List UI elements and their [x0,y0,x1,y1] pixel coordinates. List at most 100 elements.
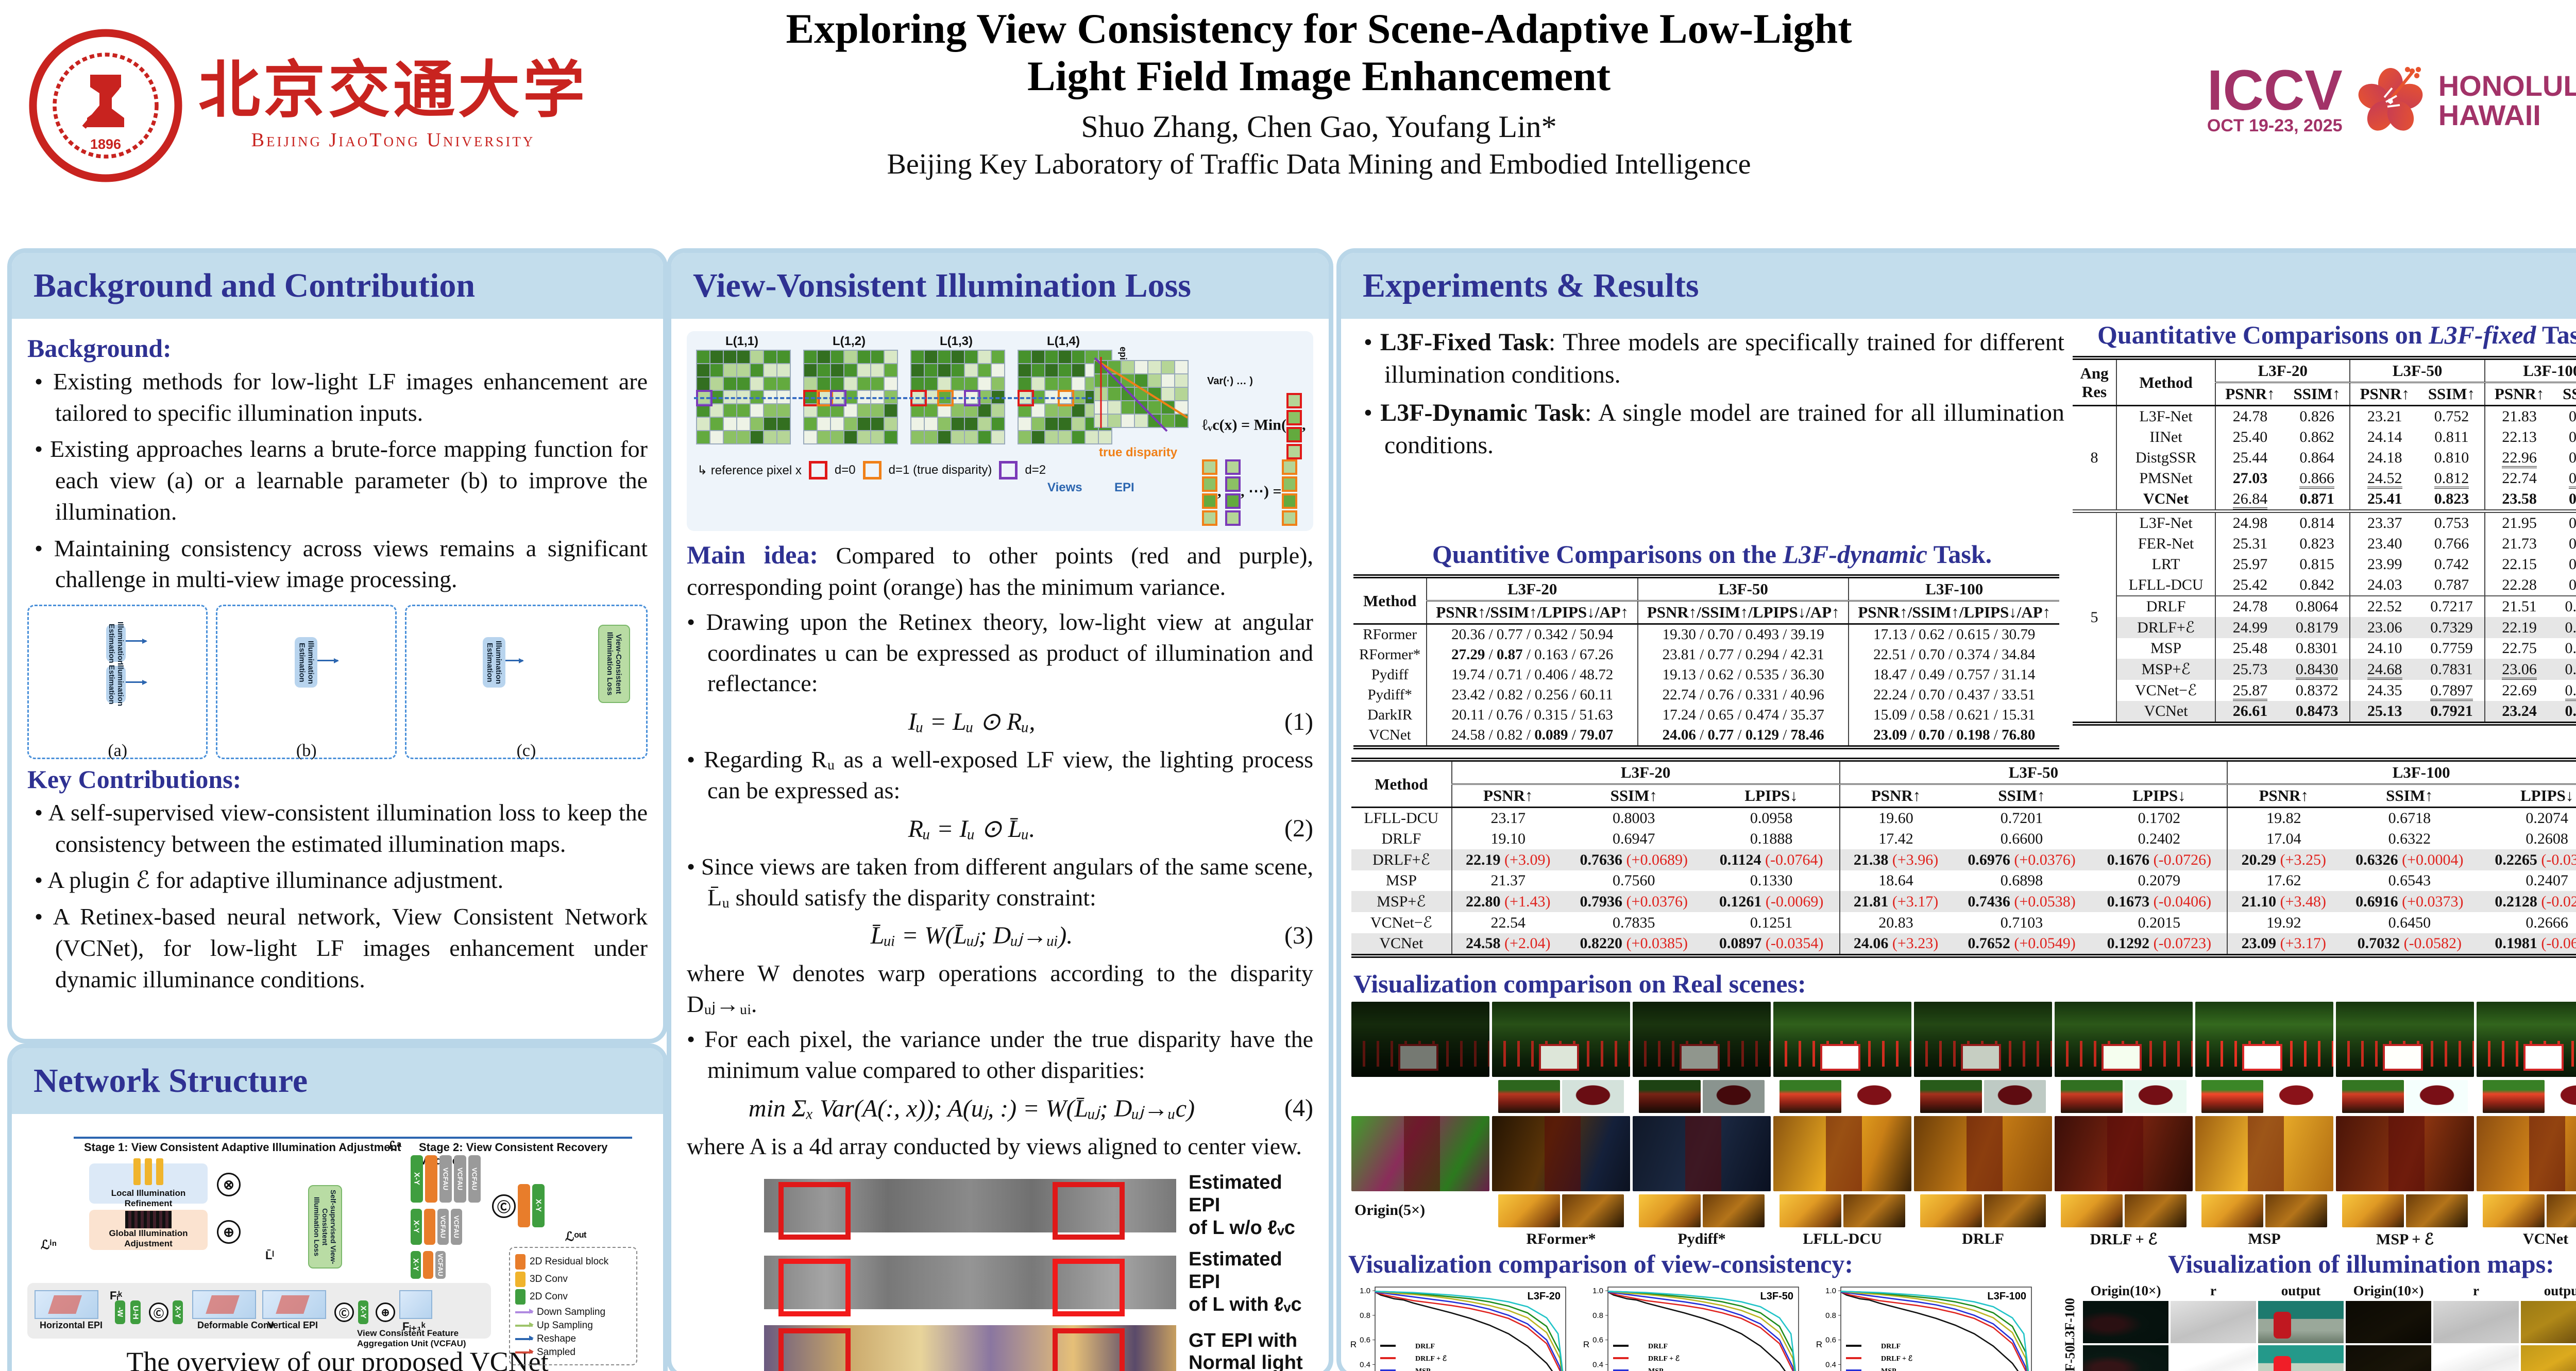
table-cell: 23.37 [2349,511,2419,534]
equation: L̄ᵤᵢ = W(L̄ᵤⱼ; Dᵤⱼ→ᵤᵢ). [870,922,1073,950]
section-title: Background and Contribution [33,267,476,304]
table-cell: 0.823 [2299,535,2334,552]
crop-image [1639,1194,1701,1227]
table-cell: 24.52 [2349,468,2419,489]
table-cell: 0.814 [2299,515,2334,532]
table-cell: 0.8220 (+0.0385) [1580,935,1688,952]
table-cell: 0.1888 [1750,830,1793,847]
illum-col-header: output [2544,1283,2576,1298]
table-cell: 25.40 [2215,427,2284,448]
illum-col-header: Origin(10×) [2353,1283,2424,1298]
lf-input-grid [27,1185,77,1235]
epi-strip-row: GT EPI with Normal light [687,1325,1313,1371]
highlight-box [1053,1328,1125,1371]
scene-thumbnail [2055,1002,2193,1077]
table-cell: 0.691 [2569,556,2576,573]
table-cell: 17.04 [2227,829,2340,849]
dynamic-table-heading: Quantitive Comparisons on the L3F-dynami… [1432,540,1992,569]
table-cell: 0.811 [2434,429,2469,445]
table-cell: 23.58 [2484,489,2554,511]
figure-abc-a: Illumination Estimation Illumination Est… [27,605,208,760]
col-header-metrics: PSNR↑/SSIM↑/LPIPS↓/AP↑ [1637,601,1849,624]
table-cell: 23.40 [2349,534,2419,554]
table-cell: 25.44 [2215,448,2284,468]
crop-image [2342,1080,2404,1113]
epi-strip [764,1178,1176,1240]
equation-number: (3) [1284,921,1313,949]
crop-image [2201,1080,2263,1113]
table-l3f-fixed: Ang Res Method L3F-20 L3F-50 L3F-100 PSNR↑ SSIM… [2073,356,2576,726]
table-cell: 0.6947 [1612,830,1655,847]
figure-legend: ↳ reference pixel x d=0 d=1 (true disparit… [697,461,1046,479]
table-cell: SSIM↑ [2428,385,2476,403]
table-cell: 23.06 [2484,659,2554,680]
crop-image [2201,1194,2263,1227]
epi-strip [764,1255,1176,1316]
loss-bullets: • Drawing upon the Retinex theory, low-l… [687,607,1313,1162]
method-cell: FER-Net [2116,534,2216,554]
up-sampling-arrow-icon [515,1322,534,1327]
col-header-group: L3F-100 [1848,576,2059,601]
bullet-item: L3F-Fixed Task: Three models are specifi… [1364,326,2064,391]
table-cell: 23.09 (+3.17) [2227,933,2340,956]
table-cell: 24.58 / 0.82 / 0.089 / 79.07 [1426,725,1638,747]
legend-swatch [862,461,882,479]
loss-bullet: • Since views are taken from different a… [687,853,1313,911]
svg-text:MSP: MSP [1648,1367,1664,1371]
table-cell: 0.8301 [2295,640,2338,657]
highlight-box [1053,1258,1125,1316]
scene-row [1351,1002,2576,1077]
table-cell: 0.7652 (+0.0549) [1968,935,2076,952]
equation-note: where A is a 4d array conducted by views… [687,1133,1302,1159]
svg-text:R: R [1816,1340,1822,1349]
crop-image [1562,1194,1624,1227]
svg-text:0.8: 0.8 [1592,1311,1603,1320]
table-cell: 0.842 [2299,576,2334,593]
crop-pair [2477,1080,2576,1113]
table-cell: 0.8430 [2284,659,2350,680]
table-cell: 0.7831 [2430,660,2473,678]
crop-image [1920,1080,1982,1113]
table-cell: 0.755 [2569,449,2576,466]
epi-strip-label: GT EPI with Normal light [1189,1329,1303,1371]
crop-pair [1633,1194,1771,1227]
crop-pair [1492,1194,1630,1227]
epi-label: EPI [1114,481,1134,494]
method-cell: DarkIR [1367,707,1413,723]
real-scenes-figure: Origin(5×) RFormer* Pydiff* LFLL-DCU DRLF DRL… [1351,1002,2576,1248]
view-grid-label: L(1,1) [725,334,759,348]
view-grid-label: L(1,4) [1047,334,1080,348]
scene-thumbnail [1351,1116,1489,1191]
crop-image [2125,1080,2187,1113]
vcfau-detail: Horizontal EPI Fᵢᵏ -W U-H Ⓒ X-Y Deformab… [27,1283,491,1348]
epi-strip-row: Estimated EPI of L with ℓᵥc [687,1248,1313,1316]
svg-text:DRLF + ℰ: DRLF + ℰ [1415,1355,1447,1363]
table-cell: 0.7217 [2430,598,2473,615]
svg-text:DRLF: DRLF [1881,1343,1901,1350]
section-title: Network Structure [33,1062,308,1100]
svg-text:DRLF + ℰ: DRLF + ℰ [1648,1355,1680,1363]
loss-bullet: • Regarding Rᵤ as a well-exposed LF view… [687,746,1313,803]
table-cell: 0.702 [2569,576,2576,593]
method-cell: RFormer* [1359,646,1421,663]
table-cell: 0.1251 [1750,914,1793,931]
table-cell: 23.42 / 0.82 / 0.256 / 60.11 [1426,685,1638,705]
crop-image [1703,1194,1765,1227]
illum-col-header: r [2210,1283,2216,1298]
table-header-row: PSNR↑ SSIM↑ LPIPS↓ PSNR↑ SSIM↑ LPIPS↓ PSNR↑ SSI… [1351,784,2576,808]
highlight-box [778,1328,851,1371]
bullet-item: Maintaining consistency across views rem… [35,533,648,595]
section-experiments-results: Experiments & Results L3F-Fixed Task: Th… [1336,248,2576,1371]
iccv-location-1: HONOLULU [2438,69,2576,102]
table-cell: 0.2074 [2526,810,2568,827]
table-cell: 22.19 (+3.09) [1451,849,1564,870]
scene-thumbnail [1492,1002,1630,1077]
svg-text:0.8: 0.8 [1360,1311,1370,1320]
highlight-box [778,1258,851,1316]
table-cell: 0.862 [2299,429,2334,445]
